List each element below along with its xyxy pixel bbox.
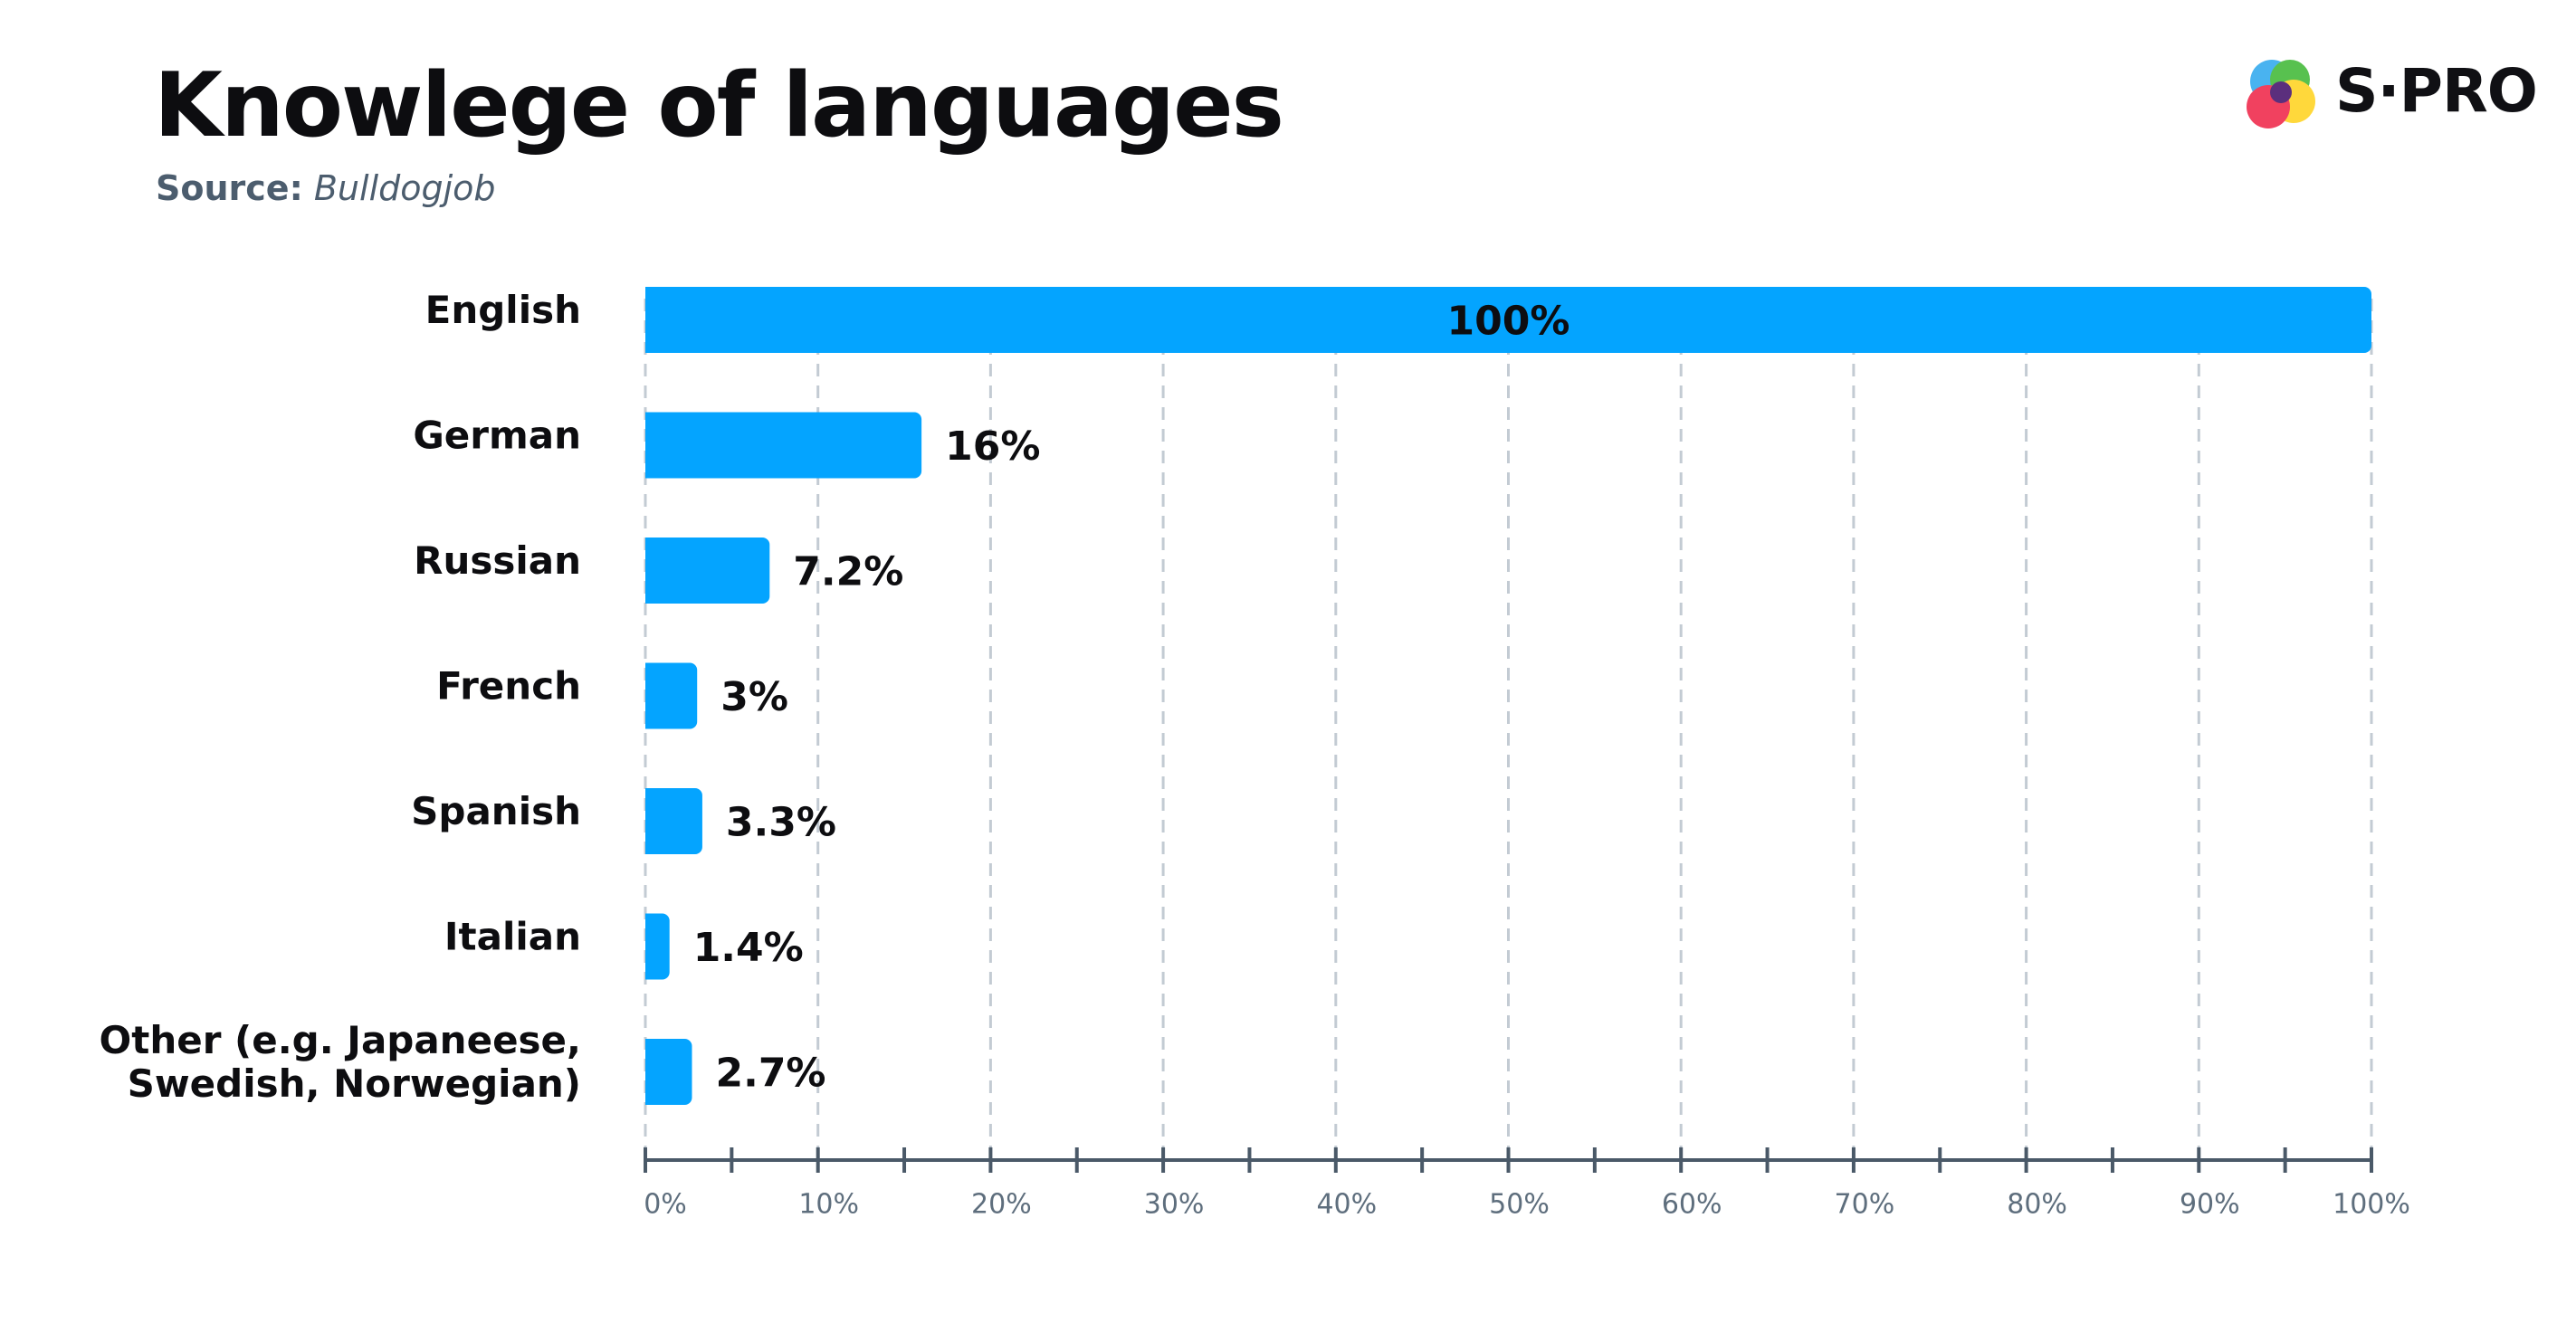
category-label: French [436,664,581,709]
data-label: 3.3% [726,800,836,846]
bar [645,788,702,854]
chart-title: Knowlege of languages [154,54,1284,157]
bar [645,662,698,729]
source-name: Bulldogjob [313,168,496,208]
category-label: English [425,288,581,332]
x-tick-label: 60% [1662,1189,1722,1221]
category-label: Italian [444,915,581,959]
bar-left-edge [645,1039,654,1105]
data-label: 1.4% [693,925,804,971]
bar [645,287,2371,353]
data-label: 16% [945,423,1040,470]
logo-text: S·PRO [2335,56,2538,126]
bar-left-edge [645,538,654,604]
bar [645,412,922,479]
x-tick-label: 0% [644,1189,687,1221]
spro-logo-icon [2247,60,2315,128]
x-tick-label: 90% [2180,1189,2240,1221]
category-label: Russian [414,538,581,583]
x-tick-label: 40% [1316,1189,1377,1221]
bar-left-edge [645,788,654,854]
data-label: 3% [720,674,788,720]
x-tick-label: 80% [2007,1189,2067,1221]
data-label: 100% [1447,299,1570,345]
source-line: Source: Bulldogjob [156,168,496,208]
x-tick-label: 70% [1835,1189,1895,1221]
x-tick-label: 10% [798,1189,859,1221]
category-label: Swedish, Norwegian) [128,1061,581,1106]
x-tick-label: 100% [2333,1189,2410,1221]
data-label: 7.2% [793,549,903,595]
bar [645,1039,692,1105]
bar [645,538,770,604]
data-label: 2.7% [715,1051,825,1097]
bar-left-edge [645,287,654,353]
category-label: Spanish [411,789,581,833]
category-label: Other (e.g. Japaneese, [100,1018,581,1062]
source-label: Source: [156,168,303,208]
x-tick-label: 20% [971,1189,1032,1221]
x-tick-label: 50% [1489,1189,1550,1221]
bar-left-edge [645,913,654,980]
bar-left-edge [645,662,654,729]
category-label: German [413,414,581,458]
bar-left-edge [645,412,654,479]
x-tick-label: 30% [1144,1189,1205,1221]
